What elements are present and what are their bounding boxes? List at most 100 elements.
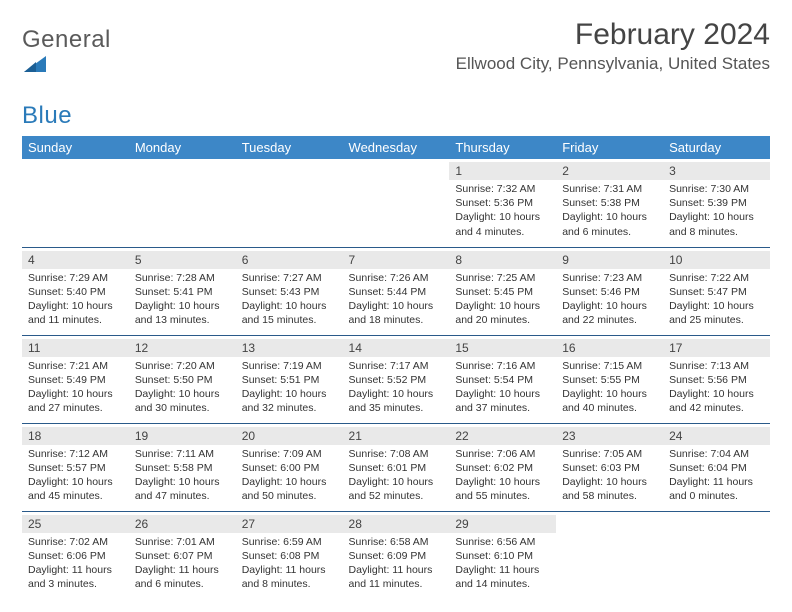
calendar-page: General Blue February 2024 Ellwood City, … bbox=[0, 0, 792, 612]
calendar-day-cell: 19 Sunrise: 7:11 AMSunset: 5:58 PMDayligh… bbox=[129, 423, 236, 511]
day-info: Sunrise: 6:56 AMSunset: 6:10 PMDaylight:… bbox=[455, 535, 550, 592]
location-text: Ellwood City, Pennsylvania, United State… bbox=[456, 54, 770, 74]
day-info: Sunrise: 7:19 AMSunset: 5:51 PMDaylight:… bbox=[242, 359, 337, 416]
day-info: Sunrise: 7:08 AMSunset: 6:01 PMDaylight:… bbox=[349, 447, 444, 504]
day-info: Sunrise: 7:21 AMSunset: 5:49 PMDaylight:… bbox=[28, 359, 123, 416]
calendar-day-cell bbox=[129, 159, 236, 247]
day-info: Sunrise: 7:32 AMSunset: 5:36 PMDaylight:… bbox=[455, 182, 550, 239]
day-info: Sunrise: 7:29 AMSunset: 5:40 PMDaylight:… bbox=[28, 271, 123, 328]
calendar-week-row: 18Sunrise: 7:12 AMSunset: 5:57 PMDayligh… bbox=[22, 423, 770, 511]
day-number: 2 bbox=[556, 162, 663, 180]
calendar-day-cell: 24Sunrise: 7:04 AMSunset: 6:04 PMDayligh… bbox=[663, 423, 770, 511]
day-number: 4 bbox=[22, 251, 129, 269]
calendar-day-cell: 1 Sunrise: 7:32 AMSunset: 5:36 PMDaylight… bbox=[449, 159, 556, 247]
day-info: Sunrise: 7:06 AMSunset: 6:02 PMDaylight:… bbox=[455, 447, 550, 504]
weekday-header: Thursday bbox=[449, 136, 556, 159]
day-number: 1 bbox=[449, 162, 556, 180]
weekday-header: Monday bbox=[129, 136, 236, 159]
calendar-day-cell bbox=[22, 159, 129, 247]
day-number: 27 bbox=[236, 515, 343, 533]
header: General Blue February 2024 Ellwood City, … bbox=[22, 18, 770, 130]
day-info: Sunrise: 7:15 AMSunset: 5:55 PMDaylight:… bbox=[562, 359, 657, 416]
calendar-day-cell: 23Sunrise: 7:05 AMSunset: 6:03 PMDayligh… bbox=[556, 423, 663, 511]
day-number: 23 bbox=[556, 427, 663, 445]
calendar-day-cell: 8 Sunrise: 7:25 AMSunset: 5:45 PMDaylight… bbox=[449, 247, 556, 335]
calendar-day-cell bbox=[343, 159, 450, 247]
calendar-day-cell: 29 Sunrise: 6:56 AMSunset: 6:10 PMDayligh… bbox=[449, 511, 556, 599]
calendar-day-cell: 13 Sunrise: 7:19 AMSunset: 5:51 PMDayligh… bbox=[236, 335, 343, 423]
day-info: Sunrise: 7:23 AMSunset: 5:46 PMDaylight:… bbox=[562, 271, 657, 328]
calendar-day-cell: 5 Sunrise: 7:28 AMSunset: 5:41 PMDaylight… bbox=[129, 247, 236, 335]
calendar-day-cell: 3 Sunrise: 7:30 AMSunset: 5:39 PMDaylight… bbox=[663, 159, 770, 247]
day-number: 13 bbox=[236, 339, 343, 357]
day-info: Sunrise: 6:59 AMSunset: 6:08 PMDaylight:… bbox=[242, 535, 337, 592]
day-info: Sunrise: 7:27 AMSunset: 5:43 PMDaylight:… bbox=[242, 271, 337, 328]
day-number: 16 bbox=[556, 339, 663, 357]
day-number: 29 bbox=[449, 515, 556, 533]
calendar-day-cell: 2 Sunrise: 7:31 AMSunset: 5:38 PMDaylight… bbox=[556, 159, 663, 247]
title-block: February 2024 Ellwood City, Pennsylvania… bbox=[456, 18, 770, 74]
logo-sail-icon bbox=[22, 54, 111, 74]
day-info: Sunrise: 7:04 AMSunset: 6:04 PMDaylight:… bbox=[669, 447, 764, 504]
calendar-day-cell: 14 Sunrise: 7:17 AMSunset: 5:52 PMDayligh… bbox=[343, 335, 450, 423]
day-info: Sunrise: 7:02 AMSunset: 6:06 PMDaylight:… bbox=[28, 535, 123, 592]
day-number: 5 bbox=[129, 251, 236, 269]
logo-word-general: General bbox=[22, 26, 111, 53]
calendar-day-cell: 10Sunrise: 7:22 AMSunset: 5:47 PMDayligh… bbox=[663, 247, 770, 335]
day-info: Sunrise: 7:30 AMSunset: 5:39 PMDaylight:… bbox=[669, 182, 764, 239]
day-number: 6 bbox=[236, 251, 343, 269]
day-number: 26 bbox=[129, 515, 236, 533]
day-number: 3 bbox=[663, 162, 770, 180]
calendar-day-cell: 18Sunrise: 7:12 AMSunset: 5:57 PMDayligh… bbox=[22, 423, 129, 511]
day-info: Sunrise: 7:28 AMSunset: 5:41 PMDaylight:… bbox=[135, 271, 230, 328]
calendar-day-cell: 12 Sunrise: 7:20 AMSunset: 5:50 PMDayligh… bbox=[129, 335, 236, 423]
calendar-week-row: 1 Sunrise: 7:32 AMSunset: 5:36 PMDaylight… bbox=[22, 159, 770, 247]
calendar-day-cell bbox=[556, 511, 663, 599]
day-number: 17 bbox=[663, 339, 770, 357]
calendar-week-row: 4 Sunrise: 7:29 AMSunset: 5:40 PMDaylight… bbox=[22, 247, 770, 335]
calendar-day-cell: 21 Sunrise: 7:08 AMSunset: 6:01 PMDayligh… bbox=[343, 423, 450, 511]
day-info: Sunrise: 7:01 AMSunset: 6:07 PMDaylight:… bbox=[135, 535, 230, 592]
day-number: 14 bbox=[343, 339, 450, 357]
weekday-header: Saturday bbox=[663, 136, 770, 159]
day-number: 28 bbox=[343, 515, 450, 533]
day-info: Sunrise: 7:16 AMSunset: 5:54 PMDaylight:… bbox=[455, 359, 550, 416]
day-number: 18 bbox=[22, 427, 129, 445]
day-info: Sunrise: 7:11 AMSunset: 5:58 PMDaylight:… bbox=[135, 447, 230, 504]
logo-text: General Blue bbox=[22, 26, 111, 130]
page-title: February 2024 bbox=[456, 18, 770, 52]
calendar-day-cell: 17 Sunrise: 7:13 AMSunset: 5:56 PMDayligh… bbox=[663, 335, 770, 423]
day-info: Sunrise: 7:25 AMSunset: 5:45 PMDaylight:… bbox=[455, 271, 550, 328]
calendar-week-row: 25Sunrise: 7:02 AMSunset: 6:06 PMDayligh… bbox=[22, 511, 770, 599]
calendar-day-cell: 16 Sunrise: 7:15 AMSunset: 5:55 PMDayligh… bbox=[556, 335, 663, 423]
day-number: 21 bbox=[343, 427, 450, 445]
day-info: Sunrise: 7:17 AMSunset: 5:52 PMDaylight:… bbox=[349, 359, 444, 416]
day-number: 19 bbox=[129, 427, 236, 445]
calendar-day-cell: 27 Sunrise: 6:59 AMSunset: 6:08 PMDayligh… bbox=[236, 511, 343, 599]
weekday-header: Wednesday bbox=[343, 136, 450, 159]
calendar-day-cell: 15 Sunrise: 7:16 AMSunset: 5:54 PMDayligh… bbox=[449, 335, 556, 423]
day-number: 10 bbox=[663, 251, 770, 269]
calendar-day-cell: 4 Sunrise: 7:29 AMSunset: 5:40 PMDaylight… bbox=[22, 247, 129, 335]
day-number: 9 bbox=[556, 251, 663, 269]
day-number: 15 bbox=[449, 339, 556, 357]
calendar-day-cell: 11Sunrise: 7:21 AMSunset: 5:49 PMDayligh… bbox=[22, 335, 129, 423]
day-info: Sunrise: 7:31 AMSunset: 5:38 PMDaylight:… bbox=[562, 182, 657, 239]
calendar-day-cell: 6 Sunrise: 7:27 AMSunset: 5:43 PMDaylight… bbox=[236, 247, 343, 335]
day-number: 12 bbox=[129, 339, 236, 357]
day-number: 20 bbox=[236, 427, 343, 445]
day-number: 8 bbox=[449, 251, 556, 269]
calendar-day-cell bbox=[663, 511, 770, 599]
logo-word-blue: Blue bbox=[22, 102, 72, 129]
weekday-header: Sunday bbox=[22, 136, 129, 159]
calendar-day-cell: 26 Sunrise: 7:01 AMSunset: 6:07 PMDayligh… bbox=[129, 511, 236, 599]
calendar-week-row: 11Sunrise: 7:21 AMSunset: 5:49 PMDayligh… bbox=[22, 335, 770, 423]
day-number: 22 bbox=[449, 427, 556, 445]
calendar-day-cell: 22 Sunrise: 7:06 AMSunset: 6:02 PMDayligh… bbox=[449, 423, 556, 511]
day-number: 7 bbox=[343, 251, 450, 269]
weekday-header: Tuesday bbox=[236, 136, 343, 159]
day-info: Sunrise: 7:13 AMSunset: 5:56 PMDaylight:… bbox=[669, 359, 764, 416]
day-info: Sunrise: 7:20 AMSunset: 5:50 PMDaylight:… bbox=[135, 359, 230, 416]
calendar-day-cell: 9 Sunrise: 7:23 AMSunset: 5:46 PMDaylight… bbox=[556, 247, 663, 335]
day-info: Sunrise: 7:26 AMSunset: 5:44 PMDaylight:… bbox=[349, 271, 444, 328]
